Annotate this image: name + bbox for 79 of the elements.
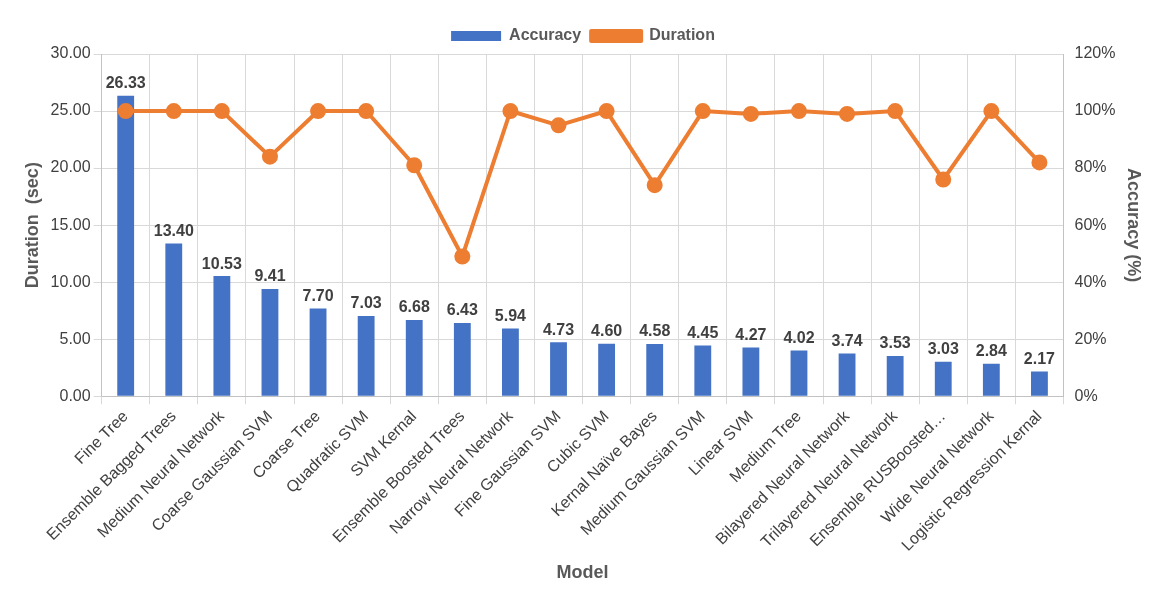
y2-tick-label: 120% bbox=[1074, 44, 1116, 62]
bar bbox=[550, 342, 567, 396]
data-label: 4.45 bbox=[687, 323, 719, 341]
point bbox=[790, 103, 807, 120]
point bbox=[1031, 154, 1048, 171]
data-label: 3.03 bbox=[927, 340, 959, 358]
y2-tick-label: 0% bbox=[1074, 386, 1098, 404]
point bbox=[839, 105, 856, 122]
bar bbox=[886, 355, 904, 396]
data-label: 3.74 bbox=[831, 331, 863, 349]
data-label: 7.03 bbox=[350, 294, 382, 312]
point bbox=[310, 103, 327, 120]
data-label: 6.43 bbox=[446, 301, 478, 319]
point bbox=[261, 148, 278, 165]
y-tick-label: 30.00 bbox=[50, 44, 91, 62]
point bbox=[935, 171, 952, 188]
data-label: 7.70 bbox=[302, 286, 334, 304]
bar bbox=[694, 345, 712, 396]
y-tick-label: 5.00 bbox=[59, 329, 91, 347]
bar bbox=[213, 276, 231, 396]
point bbox=[165, 103, 182, 120]
y-tick-label: 25.00 bbox=[50, 101, 91, 119]
data-label: 4.60 bbox=[591, 322, 623, 340]
data-label: 2.17 bbox=[1023, 349, 1056, 367]
bar bbox=[309, 308, 327, 396]
data-label: 26.33 bbox=[105, 74, 146, 92]
bar bbox=[117, 95, 135, 396]
y-tick-label: 20.00 bbox=[50, 158, 91, 176]
point bbox=[550, 117, 567, 134]
point bbox=[646, 177, 663, 194]
y-tick-label: 0.00 bbox=[59, 386, 91, 404]
point bbox=[887, 103, 904, 120]
data-label: 13.40 bbox=[153, 221, 194, 239]
y-axis-title: Duration (sec) bbox=[21, 162, 42, 289]
data-label: 4.02 bbox=[783, 328, 815, 346]
bar bbox=[405, 320, 423, 396]
y2-tick-label: 80% bbox=[1074, 158, 1107, 176]
point bbox=[117, 103, 134, 120]
point bbox=[406, 157, 423, 174]
point bbox=[694, 103, 711, 120]
bar bbox=[165, 243, 183, 396]
y2-tick-label: 40% bbox=[1074, 272, 1107, 290]
bar bbox=[646, 344, 664, 396]
data-label: 4.27 bbox=[735, 325, 767, 343]
bar bbox=[502, 328, 519, 396]
y2-tick-label: 100% bbox=[1074, 101, 1116, 119]
bar bbox=[261, 288, 279, 396]
data-label: 3.53 bbox=[879, 334, 911, 352]
bar bbox=[934, 361, 952, 396]
data-label: 4.58 bbox=[639, 322, 671, 340]
y-tick-label: 10.00 bbox=[50, 272, 91, 290]
bar bbox=[790, 350, 808, 396]
data-label: 10.53 bbox=[201, 254, 242, 272]
data-label: 4.73 bbox=[542, 320, 575, 338]
data-label: 6.68 bbox=[398, 298, 430, 316]
bar bbox=[598, 343, 616, 396]
y2-tick-label: 20% bbox=[1074, 329, 1107, 347]
data-label: 9.41 bbox=[254, 267, 286, 285]
point bbox=[358, 103, 375, 120]
bar bbox=[838, 353, 856, 396]
point bbox=[502, 103, 519, 120]
y2-axis-title: Accuracy (%) bbox=[1124, 168, 1145, 283]
data-label: 5.94 bbox=[494, 306, 527, 324]
y-tick-label: 15.00 bbox=[50, 215, 91, 233]
point bbox=[742, 105, 759, 122]
legend-label: Accuracy bbox=[509, 26, 582, 44]
point bbox=[598, 103, 615, 120]
bar bbox=[357, 316, 375, 396]
legend-label: Duration bbox=[649, 26, 715, 44]
data-label: 2.84 bbox=[975, 342, 1008, 360]
point bbox=[454, 248, 471, 265]
point bbox=[983, 103, 1000, 120]
bar bbox=[453, 322, 471, 396]
x-axis-title: Model bbox=[556, 562, 609, 583]
y2-tick-label: 60% bbox=[1074, 215, 1107, 233]
bar bbox=[982, 363, 1000, 396]
point bbox=[213, 103, 230, 120]
bar bbox=[1031, 371, 1048, 396]
bar bbox=[742, 347, 760, 396]
